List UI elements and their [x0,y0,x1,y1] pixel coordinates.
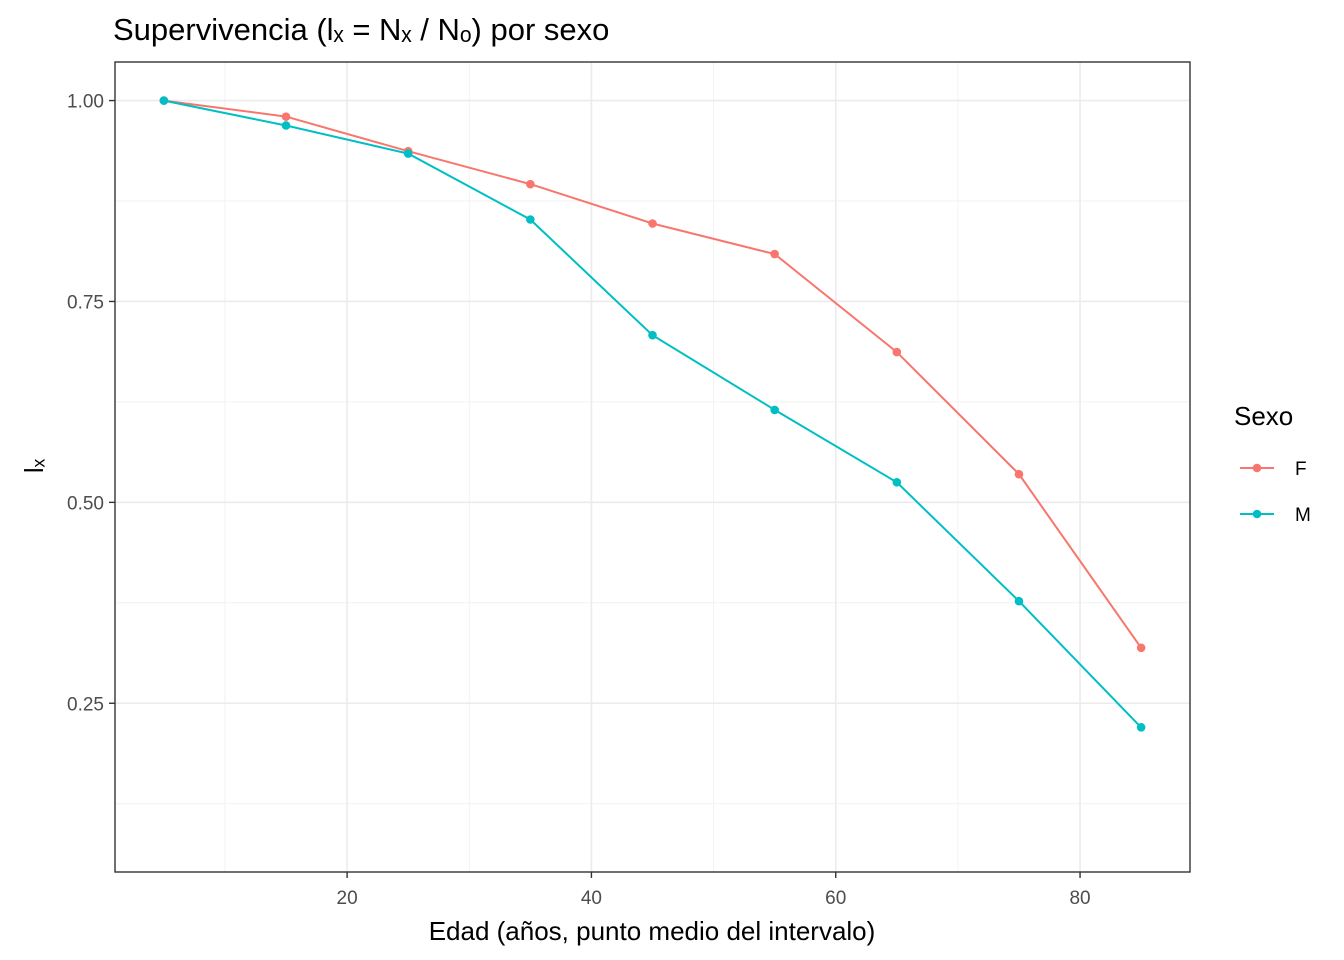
legend-key-point [1252,463,1262,473]
data-point-f [1136,643,1146,653]
data-point-m [403,149,413,158]
legend-title: Sexo [1234,401,1293,431]
data-point-m [770,405,779,415]
chart-title: Supervivencia (lₓ = Nₓ / Nₒ) por sexo [113,12,609,47]
legend-key-point [1252,509,1262,519]
y-axis-title: lₓ [19,458,49,473]
data-point-f [770,249,779,259]
x-tick-label: 40 [581,888,602,909]
axes: 20 40 60 80 0.25 0.50 0.75 1.00 [67,92,1091,909]
x-tick-label: 20 [337,888,358,909]
data-point-m [281,121,291,130]
data-point-m [648,330,657,340]
y-tick-label: 0.25 [67,694,104,715]
data-point-f [526,179,535,189]
data-point-m [159,96,169,105]
legend-item-m: M [1240,505,1311,526]
legend: Sexo F M [1234,401,1311,526]
data-point-m [526,215,535,224]
series-m [159,96,1146,732]
panel-border [114,61,1191,873]
y-tick-label: 0.50 [67,493,104,514]
legend-label: F [1295,459,1307,480]
data-point-f [1014,469,1024,479]
data-point-f [648,219,657,228]
y-tick-label: 0.75 [67,292,104,313]
x-tick-label: 80 [1069,888,1090,909]
legend-label: M [1295,505,1311,526]
y-tick-label: 1.00 [67,92,104,113]
data-point-m [892,477,902,487]
legend-item-f: F [1240,459,1307,480]
data-point-m [1136,723,1146,732]
x-axis-title: Edad (años, punto medio del intervalo) [429,916,876,946]
grid [115,62,1190,872]
x-tick-label: 60 [825,888,846,909]
data-point-m [1014,596,1024,606]
data-point-f [892,347,902,357]
data-point-f [281,112,291,121]
series-layer [159,96,1146,732]
